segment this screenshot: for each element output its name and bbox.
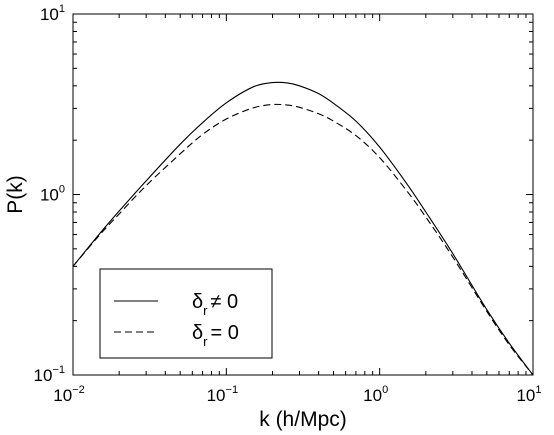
x-axis-label: k (h/Mpc) — [259, 408, 347, 431]
y-tick-label: 100 — [40, 184, 65, 205]
legend-entry-label: δr = 0 — [192, 322, 239, 349]
legend-box — [99, 268, 273, 359]
legend: δr ≠ 0 δr = 0 — [99, 268, 273, 359]
legend-entry-label: δr ≠ 0 — [192, 291, 238, 318]
x-tick-label: 10−1 — [207, 384, 238, 405]
x-tick-label: 100 — [363, 384, 388, 405]
y-tick-label: 10−1 — [34, 364, 65, 385]
y-axis-label: P(k) — [4, 175, 27, 214]
x-tick-label: 10−2 — [53, 384, 84, 405]
curves-layer — [72, 81, 534, 376]
x-tick-label: 101 — [516, 384, 541, 405]
series-line-dashed — [72, 103, 534, 376]
y-tick-label: 101 — [40, 3, 65, 24]
ticks-layer — [72, 13, 534, 376]
series-line-solid — [72, 81, 534, 376]
